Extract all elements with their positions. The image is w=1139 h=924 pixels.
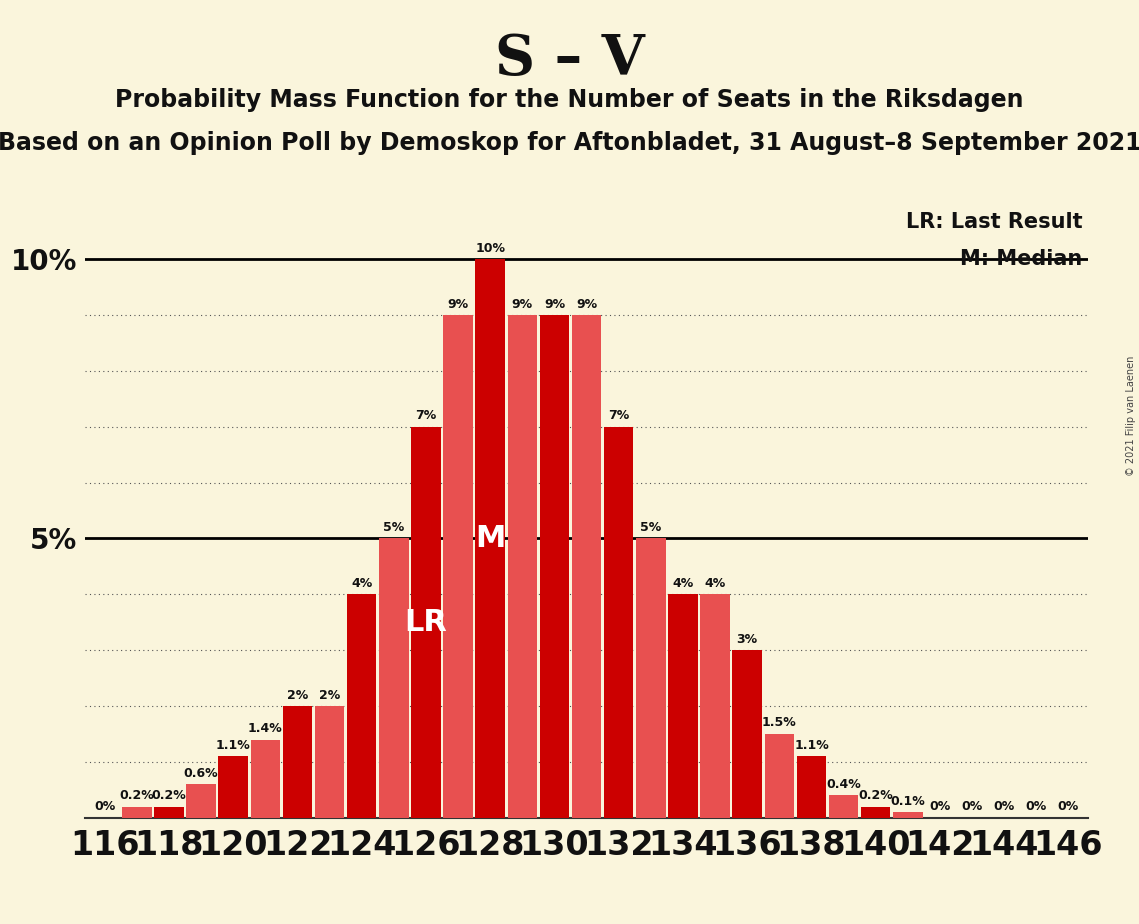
Text: 9%: 9% (544, 298, 565, 310)
Text: 1.5%: 1.5% (762, 716, 796, 729)
Text: 4%: 4% (704, 577, 726, 590)
Bar (411, 427, 441, 818)
Text: 0%: 0% (961, 800, 983, 813)
Bar (219, 756, 248, 818)
Text: 7%: 7% (416, 409, 436, 422)
Bar (154, 807, 183, 818)
Text: LR: LR (404, 608, 448, 637)
Text: 1.1%: 1.1% (794, 739, 829, 752)
Text: 4%: 4% (351, 577, 372, 590)
Bar (508, 315, 538, 818)
Text: LR: Last Result: LR: Last Result (907, 213, 1083, 233)
Bar (379, 539, 409, 818)
Text: 1.1%: 1.1% (215, 739, 251, 752)
Text: 5%: 5% (383, 521, 404, 534)
Text: Based on an Opinion Poll by Demoskop for Aftonbladet, 31 August–8 September 2021: Based on an Opinion Poll by Demoskop for… (0, 131, 1139, 155)
Text: 5%: 5% (640, 521, 662, 534)
Text: 4%: 4% (672, 577, 694, 590)
Text: 0%: 0% (1058, 800, 1079, 813)
Bar (572, 315, 601, 818)
Text: 0%: 0% (95, 800, 115, 813)
Text: 0%: 0% (1026, 800, 1047, 813)
Bar (314, 706, 344, 818)
Bar (732, 650, 762, 818)
Text: Probability Mass Function for the Number of Seats in the Riksdagen: Probability Mass Function for the Number… (115, 88, 1024, 112)
Bar (347, 594, 377, 818)
Text: 0.1%: 0.1% (891, 795, 925, 808)
Bar (700, 594, 730, 818)
Bar (764, 734, 794, 818)
Text: M: Median: M: Median (960, 249, 1083, 270)
Text: 0.2%: 0.2% (859, 789, 893, 802)
Text: 0.4%: 0.4% (826, 778, 861, 791)
Bar (829, 796, 859, 818)
Text: 10%: 10% (475, 242, 506, 255)
Text: S – V: S – V (494, 32, 645, 88)
Bar (893, 812, 923, 818)
Bar (669, 594, 698, 818)
Text: 1.4%: 1.4% (248, 722, 282, 736)
Text: 9%: 9% (576, 298, 597, 310)
Text: 7%: 7% (608, 409, 630, 422)
Text: M: M (475, 524, 506, 553)
Bar (475, 259, 505, 818)
Text: 2%: 2% (287, 688, 308, 701)
Text: 0.2%: 0.2% (120, 789, 154, 802)
Bar (540, 315, 570, 818)
Text: 0%: 0% (993, 800, 1015, 813)
Text: 3%: 3% (737, 633, 757, 646)
Text: 0%: 0% (929, 800, 951, 813)
Bar (282, 706, 312, 818)
Bar (796, 756, 826, 818)
Text: 9%: 9% (511, 298, 533, 310)
Text: 0.6%: 0.6% (183, 767, 219, 780)
Text: © 2021 Filip van Laenen: © 2021 Filip van Laenen (1126, 356, 1136, 476)
Text: 2%: 2% (319, 688, 341, 701)
Bar (636, 539, 665, 818)
Bar (122, 807, 151, 818)
Bar (251, 739, 280, 818)
Text: 0.2%: 0.2% (151, 789, 187, 802)
Text: 9%: 9% (448, 298, 468, 310)
Bar (187, 784, 216, 818)
Bar (443, 315, 473, 818)
Bar (861, 807, 891, 818)
Bar (604, 427, 633, 818)
